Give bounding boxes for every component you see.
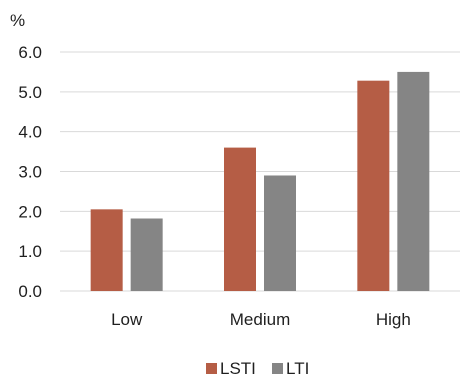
bars — [90, 71, 430, 292]
bar-lti-medium — [264, 175, 296, 291]
y-tick-label: 5.0 — [18, 83, 42, 102]
y-tick-label: 2.0 — [18, 202, 42, 221]
legend-swatch-lsti — [206, 363, 217, 374]
y-tick-label: 4.0 — [18, 123, 42, 142]
x-axis-categories: Low Medium High — [111, 310, 411, 329]
x-category-label: Low — [111, 310, 143, 329]
y-tick-label: 1.0 — [18, 242, 42, 261]
gridlines — [60, 51, 460, 292]
bar-lti-low — [130, 218, 163, 291]
y-tick-label: 0.0 — [18, 282, 42, 301]
y-axis-unit-label: % — [10, 11, 25, 30]
legend-swatch-lti — [272, 363, 283, 374]
legend: LSTI LTI — [206, 359, 309, 378]
bar-lsti-low — [90, 209, 123, 291]
legend-label-lti: LTI — [286, 359, 309, 378]
legend-label-lsti: LSTI — [220, 359, 256, 378]
x-category-label: Medium — [230, 310, 290, 329]
x-category-label: High — [376, 310, 411, 329]
bar-lsti-high — [357, 80, 390, 292]
y-tick-label: 6.0 — [18, 43, 42, 62]
bar-lsti-medium — [224, 147, 256, 291]
bar-lti-high — [397, 71, 430, 292]
y-tick-label: 3.0 — [18, 163, 42, 182]
y-axis-ticks: 0.0 1.0 2.0 3.0 4.0 5.0 6.0 — [18, 43, 42, 301]
